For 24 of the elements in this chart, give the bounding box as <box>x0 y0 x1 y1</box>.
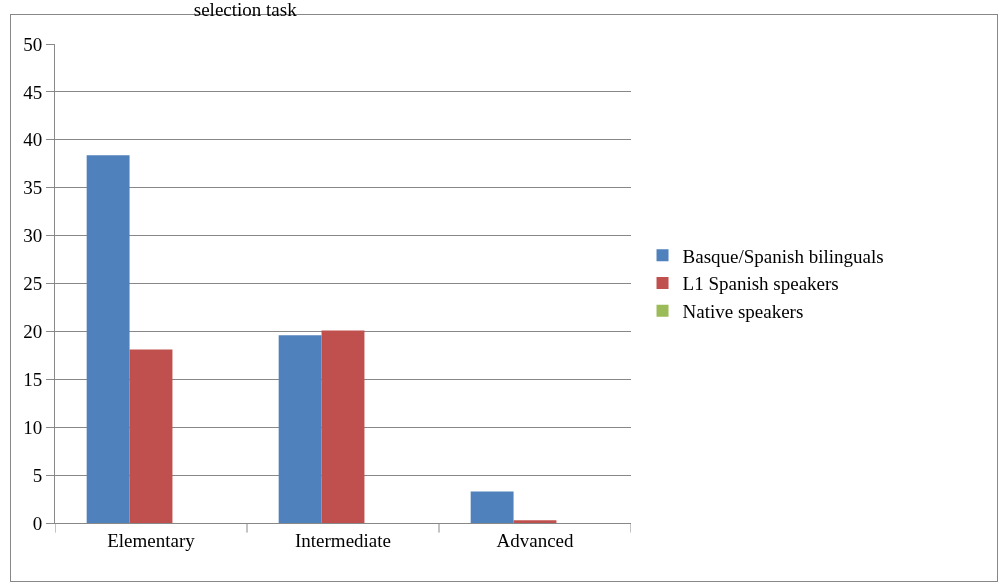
bar <box>321 330 365 523</box>
x-tick-label: Advanced <box>496 529 574 551</box>
y-tick-label: 45 <box>23 81 43 103</box>
bar <box>129 349 173 523</box>
y-tick-label: 40 <box>23 129 43 151</box>
bar <box>278 335 322 523</box>
x-tick-label: Intermediate <box>294 529 392 551</box>
y-tick-label: 0 <box>32 512 43 534</box>
x-tick-label: Elementary <box>107 529 196 551</box>
y-tick-label: 15 <box>23 368 43 390</box>
y-tick-label: 50 <box>23 33 43 55</box>
bar <box>470 491 514 523</box>
y-tick-label: 25 <box>23 273 43 295</box>
bar <box>513 520 557 523</box>
legend-label: Basque/Spanish bilinguals <box>682 245 884 267</box>
y-tick-label: 20 <box>23 321 43 343</box>
y-tick-label: 10 <box>23 416 43 438</box>
legend-label: Native speakers <box>682 301 804 323</box>
chart-title: selection task <box>193 0 298 21</box>
bar <box>86 155 130 523</box>
y-tick-label: 35 <box>23 177 43 199</box>
y-tick-label: 30 <box>23 225 43 247</box>
legend-label: L1 Spanish speakers <box>682 273 839 295</box>
y-tick-label: 5 <box>32 464 43 486</box>
